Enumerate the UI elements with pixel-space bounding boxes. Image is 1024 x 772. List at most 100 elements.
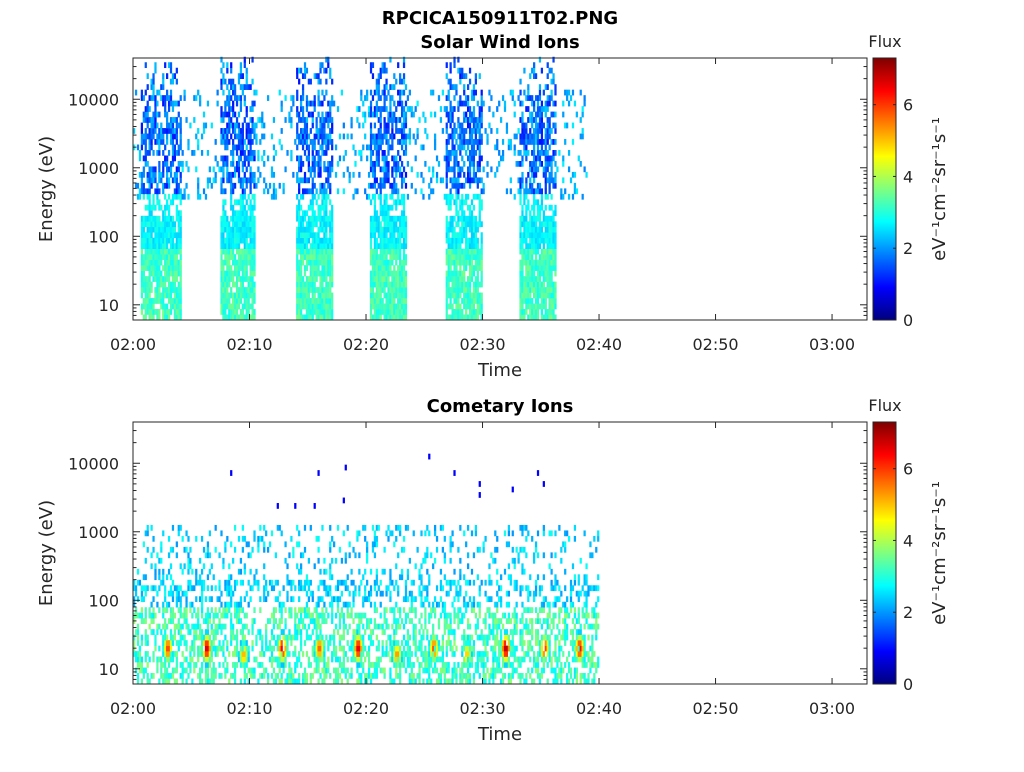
heatmap-cell — [547, 101, 549, 107]
heatmap-cell — [467, 260, 469, 266]
heatmap-cell — [383, 177, 385, 183]
heatmap-cell — [255, 183, 257, 189]
heatmap-cell — [273, 183, 275, 189]
heatmap-cell — [568, 194, 570, 200]
heatmap-cell — [145, 591, 147, 597]
heatmap-cell — [238, 265, 240, 271]
heatmap-cell — [541, 298, 543, 304]
heatmap-cell — [467, 293, 469, 299]
heatmap-cell — [453, 128, 455, 134]
heatmap-cell — [473, 117, 475, 123]
heatmap-cell — [457, 304, 459, 310]
heatmap-cell — [376, 304, 378, 310]
heatmap-cell — [471, 139, 473, 145]
heatmap-cell — [479, 309, 481, 315]
heatmap-cell — [238, 243, 240, 249]
cometary-heatmap — [133, 454, 599, 685]
heatmap-cell — [230, 635, 232, 641]
heatmap-cell — [323, 293, 325, 299]
heatmap-cell — [525, 95, 527, 101]
heatmap-cell — [531, 188, 533, 194]
heatmap-cell — [537, 276, 539, 282]
heatmap-cell — [211, 657, 213, 663]
heatmap-cell — [382, 68, 384, 74]
heatmap-cell — [277, 624, 279, 630]
heatmap-cell — [172, 150, 174, 156]
heatmap-cell — [459, 134, 461, 140]
heatmap-cell — [180, 298, 182, 304]
heatmap-cell — [248, 134, 250, 140]
heatmap-cell — [547, 117, 549, 123]
heatmap-cell — [399, 216, 401, 222]
heatmap-cell — [162, 166, 164, 172]
heatmap-cell — [180, 194, 182, 200]
heatmap-cell — [448, 166, 450, 172]
heatmap-cell — [228, 574, 230, 580]
heatmap-cell — [459, 166, 461, 172]
heatmap-cell — [234, 585, 236, 591]
heatmap-cell — [316, 123, 318, 129]
heatmap-cell — [547, 276, 549, 282]
heatmap-cell — [170, 265, 172, 271]
heatmap-cell — [224, 282, 226, 288]
heatmap-cell — [403, 166, 405, 172]
heatmap-cell — [374, 123, 376, 129]
heatmap-cell — [205, 640, 207, 646]
heatmap-cell — [158, 260, 160, 266]
heatmap-cell — [391, 309, 393, 315]
heatmap-cell — [473, 238, 475, 244]
heatmap-cell — [176, 128, 178, 134]
heatmap-cell — [325, 243, 327, 249]
heatmap-cell — [147, 172, 149, 178]
heatmap-cell — [156, 271, 158, 277]
x-tick-label: 02:30 — [459, 335, 505, 354]
heatmap-cell — [277, 596, 279, 602]
heatmap-cell — [160, 172, 162, 178]
heatmap-cell — [448, 199, 450, 205]
heatmap-cell — [319, 145, 321, 151]
heatmap-cell — [302, 117, 304, 123]
heatmap-cell — [549, 128, 551, 134]
heatmap-cell — [527, 265, 529, 271]
heatmap-cell — [537, 199, 539, 205]
heatmap-cell — [220, 591, 222, 597]
heatmap-cell — [182, 194, 184, 200]
heatmap-cell — [354, 161, 356, 167]
heatmap-cell — [244, 315, 246, 321]
heatmap-cell — [263, 547, 265, 553]
heatmap-cell — [168, 602, 170, 608]
heatmap-cell — [224, 607, 226, 613]
heatmap-cell — [154, 106, 156, 112]
heatmap-cell — [331, 298, 333, 304]
heatmap-cell — [226, 161, 228, 167]
heatmap-cell — [549, 117, 551, 123]
heatmap-cell — [139, 657, 141, 663]
heatmap-cell — [244, 298, 246, 304]
heatmap-cell — [312, 177, 314, 183]
heatmap-cell — [164, 271, 166, 277]
heatmap-cell — [469, 271, 471, 277]
heatmap-cell — [236, 216, 238, 222]
heatmap-cell — [325, 293, 327, 299]
heatmap-cell — [391, 139, 393, 145]
heatmap-cell — [244, 276, 246, 282]
heatmap-cell — [405, 134, 407, 140]
heatmap-cell — [434, 145, 436, 151]
heatmap-cell — [154, 635, 156, 641]
heatmap-cell — [469, 287, 471, 293]
heatmap-cell — [467, 177, 469, 183]
heatmap-cell — [139, 172, 141, 178]
heatmap-cell — [253, 90, 255, 96]
heatmap-cell — [240, 227, 242, 233]
heatmap-cell — [236, 238, 238, 244]
heatmap-cell — [451, 254, 453, 260]
heatmap-cell — [220, 254, 222, 260]
heatmap-cell — [182, 635, 184, 641]
heatmap-cell — [422, 177, 424, 183]
heatmap-cell — [166, 205, 168, 211]
heatmap-cell — [230, 123, 232, 129]
heatmap-cell — [457, 238, 459, 244]
heatmap-cell — [166, 238, 168, 244]
heatmap-cell — [215, 651, 217, 657]
heatmap-cell — [395, 243, 397, 249]
